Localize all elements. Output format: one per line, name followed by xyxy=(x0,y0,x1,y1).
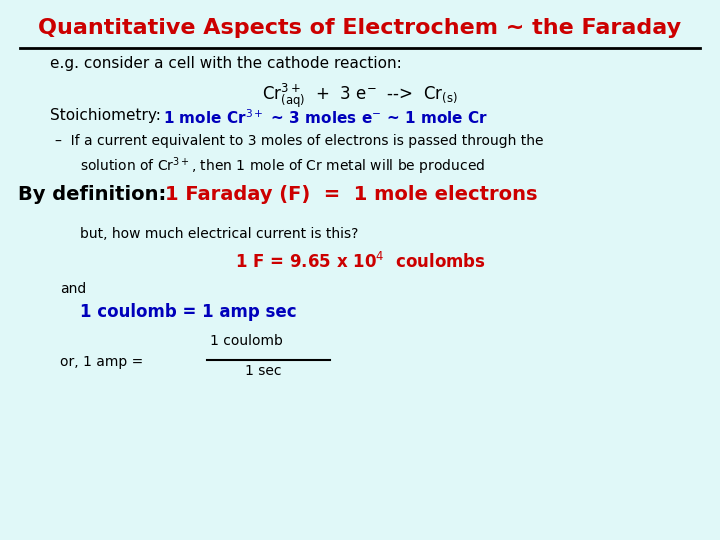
Text: By definition:: By definition: xyxy=(18,185,173,204)
Text: or, 1 amp =: or, 1 amp = xyxy=(60,355,148,369)
Text: 1 coulomb: 1 coulomb xyxy=(210,334,283,348)
Text: Quantitative Aspects of Electrochem ~ the Faraday: Quantitative Aspects of Electrochem ~ th… xyxy=(38,18,682,38)
Text: –  If a current equivalent to 3 moles of electrons is passed through the: – If a current equivalent to 3 moles of … xyxy=(55,134,544,148)
Text: and: and xyxy=(60,282,86,296)
Text: 1 mole Cr$^{3+}$ ~ 3 moles e$^{-}$ ~ 1 mole Cr: 1 mole Cr$^{3+}$ ~ 3 moles e$^{-}$ ~ 1 m… xyxy=(163,108,488,127)
Text: $\mathregular{Cr^{3+}_{(aq)}}$  +  3 e$^{-}$  -->  $\mathregular{Cr_{(s)}}$: $\mathregular{Cr^{3+}_{(aq)}}$ + 3 e$^{-… xyxy=(262,82,458,110)
Text: but, how much electrical current is this?: but, how much electrical current is this… xyxy=(80,227,359,241)
Text: solution of Cr$^{3+}$, then 1 mole of Cr metal will be produced: solution of Cr$^{3+}$, then 1 mole of Cr… xyxy=(80,155,485,177)
Text: e.g. consider a cell with the cathode reaction:: e.g. consider a cell with the cathode re… xyxy=(50,56,402,71)
Text: 1 sec: 1 sec xyxy=(245,364,282,378)
Text: 1 F = 9.65 x 10$^{4}$  coulombs: 1 F = 9.65 x 10$^{4}$ coulombs xyxy=(235,252,485,272)
Text: Stoichiometry:: Stoichiometry: xyxy=(50,108,166,123)
Text: 1 coulomb = 1 amp sec: 1 coulomb = 1 amp sec xyxy=(80,303,297,321)
Text: 1 Faraday (F)  =  1 mole electrons: 1 Faraday (F) = 1 mole electrons xyxy=(165,185,538,204)
